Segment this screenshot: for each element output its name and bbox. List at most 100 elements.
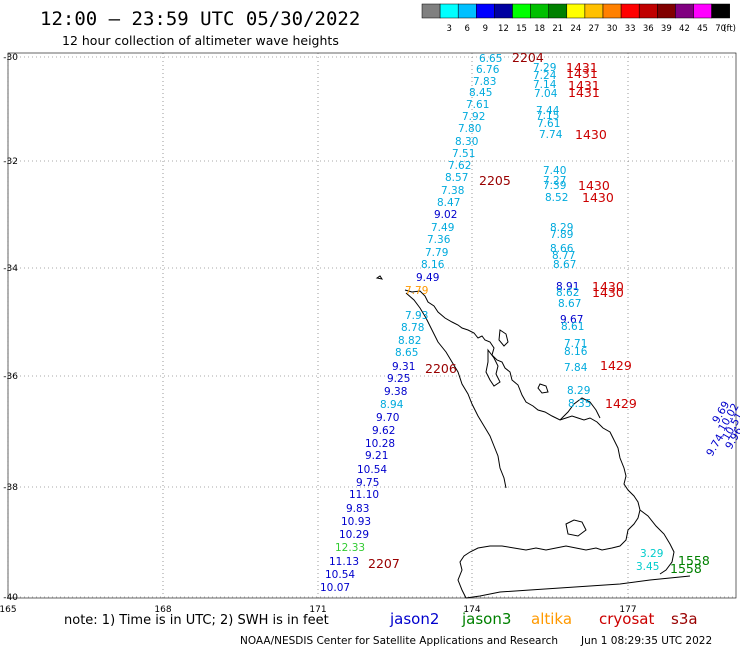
map-frame xyxy=(7,52,737,599)
track-value-east: 8.16 xyxy=(564,346,588,358)
legend-swatch-label: 24 xyxy=(570,24,581,34)
pass-time-label: 1431 xyxy=(568,78,600,93)
track-value-east: 7.04 xyxy=(534,88,558,100)
track-value-west: 7.80 xyxy=(458,123,481,135)
legend-swatch xyxy=(548,3,568,19)
track-value-east: 7.29 xyxy=(533,62,556,74)
great-barrier-island xyxy=(498,329,509,347)
color-legend: 3 6 9 12 15 18 21 24 27 30 33 36 39 42 45 70(ft) xyxy=(421,3,736,34)
pass-time-label: 1429 xyxy=(605,396,637,411)
lat-lon-grid: -30 -32 -34 -36 -38 -40 165 168 171 174 177 xyxy=(0,52,737,615)
track-value-west: 8.78 xyxy=(401,322,424,334)
offshore-island xyxy=(375,275,384,280)
lat-tick-label: -34 xyxy=(3,264,18,274)
track-value-west: 7.38 xyxy=(441,185,464,197)
track-value-west: 8.47 xyxy=(437,197,460,209)
legend-swatch xyxy=(711,3,730,19)
track-value-east: 8.35 xyxy=(568,398,591,410)
satellite-legend-cryosat: cryosat xyxy=(599,610,654,628)
track-value-west: 9.21 xyxy=(365,450,388,462)
track-value-west: 8.82 xyxy=(398,335,421,347)
track-value-west: 8.45 xyxy=(469,87,492,99)
track-value-southeast: 3.29 xyxy=(640,548,663,560)
legend-swatch-label: 21 xyxy=(552,24,563,34)
legend-swatch-label: 70 xyxy=(715,24,726,34)
lon-tick-label: 165 xyxy=(0,605,17,615)
track-value-west: 7.51 xyxy=(452,148,475,160)
track-value-west: 11.13 xyxy=(329,556,359,568)
track-value-west: 7.79 xyxy=(425,247,448,259)
legend-swatch xyxy=(566,3,586,19)
track-value-east: 8.52 xyxy=(545,192,568,204)
track-value-west: 8.57 xyxy=(445,172,468,184)
footer-credit: NOAA/NESDIS Center for Satellite Applica… xyxy=(240,635,558,647)
satellite-legend-jason2: jason2 xyxy=(389,610,439,628)
lon-tick-label: 171 xyxy=(309,605,326,615)
track-value-west: 9.31 xyxy=(392,361,415,373)
track-value-east: 7.74 xyxy=(539,129,563,141)
track-value-east: 8.67 xyxy=(558,298,581,310)
legend-swatch-label: 9 xyxy=(483,24,488,34)
page-subtitle: 12 hour collection of altimeter wave hei… xyxy=(62,33,339,48)
track-value-west: 9.83 xyxy=(346,503,369,515)
track-value-west: 7.83 xyxy=(473,76,496,88)
track-value-west: 7.92 xyxy=(462,111,485,123)
track-value-east: 9.67 xyxy=(560,314,583,326)
track-value-west: 7.61 xyxy=(466,99,489,111)
track-value-west: 9.38 xyxy=(384,386,407,398)
track-value-east: 7.89 xyxy=(550,229,573,241)
track-value-east: 7.84 xyxy=(564,362,588,374)
track-value-west: 6.65 xyxy=(479,53,502,65)
lake-taupo xyxy=(565,519,587,537)
legend-swatch xyxy=(494,3,513,19)
altimeter-tracks: 6.656.767.838.457.617.927.808.307.517.62… xyxy=(320,53,740,594)
pass-time-label: 2204 xyxy=(512,50,544,65)
lat-tick-label: -40 xyxy=(3,593,18,603)
track-value-east: 8.61 xyxy=(561,321,584,333)
legend-swatch-label: 45 xyxy=(697,24,708,34)
lat-tick-label: -36 xyxy=(3,372,18,382)
legend-swatch xyxy=(421,3,441,19)
legend-swatch xyxy=(657,3,676,19)
pass-time-label: 1430 xyxy=(592,279,624,294)
legend-swatch xyxy=(584,3,604,19)
pass-time-label: 1558 xyxy=(670,561,702,576)
hawke-bay-coast xyxy=(639,509,675,575)
track-value-west: 10.54 xyxy=(325,569,355,581)
lat-tick-label: -30 xyxy=(3,53,18,63)
track-value-east: 7.14 xyxy=(533,79,557,91)
track-value-west: 7.62 xyxy=(448,160,471,172)
inner-coast-west xyxy=(405,292,507,489)
satellite-legend-altika: altika xyxy=(531,610,572,628)
track-value-west: 10.93 xyxy=(341,516,371,528)
legend-swatch-label: 42 xyxy=(679,24,690,34)
legend-swatch xyxy=(530,3,549,19)
track-value-east: 8.29 xyxy=(567,385,590,397)
satellite-legend-jason3: jason3 xyxy=(461,610,511,628)
track-value-west: 9.70 xyxy=(376,412,399,424)
pass-time-label: 2205 xyxy=(479,173,511,188)
satellite-legend-s3a: s3a xyxy=(671,610,698,628)
legend-swatch-label: 27 xyxy=(589,24,600,34)
pass-time-label: 2206 xyxy=(425,361,457,376)
track-value-west: 7.49 xyxy=(431,222,454,234)
pass-time-label: 1430 xyxy=(575,127,607,142)
legend-swatch xyxy=(512,3,531,19)
legend-swatch-label: 39 xyxy=(661,24,672,34)
legend-swatch xyxy=(693,3,712,19)
track-value-west: 11.10 xyxy=(349,489,379,501)
pass-time-label: 1431 xyxy=(566,60,598,75)
lon-tick-label: 177 xyxy=(619,605,636,615)
track-value-west: 6.76 xyxy=(476,64,500,76)
track-value-east: 7.71 xyxy=(564,338,587,350)
footer-timestamp: Jun 1 08:29:35 UTC 2022 xyxy=(580,635,712,647)
track-value-west: 7.36 xyxy=(427,234,451,246)
pass-time-label: 1430 xyxy=(582,190,614,205)
legend-swatch xyxy=(476,3,495,19)
legend-swatch xyxy=(638,3,658,19)
track-value-east: 8.77 xyxy=(552,250,575,262)
legend-swatch xyxy=(439,3,459,19)
legend-swatch-label: 12 xyxy=(498,24,509,34)
track-value-west: 7.79 xyxy=(405,285,428,297)
